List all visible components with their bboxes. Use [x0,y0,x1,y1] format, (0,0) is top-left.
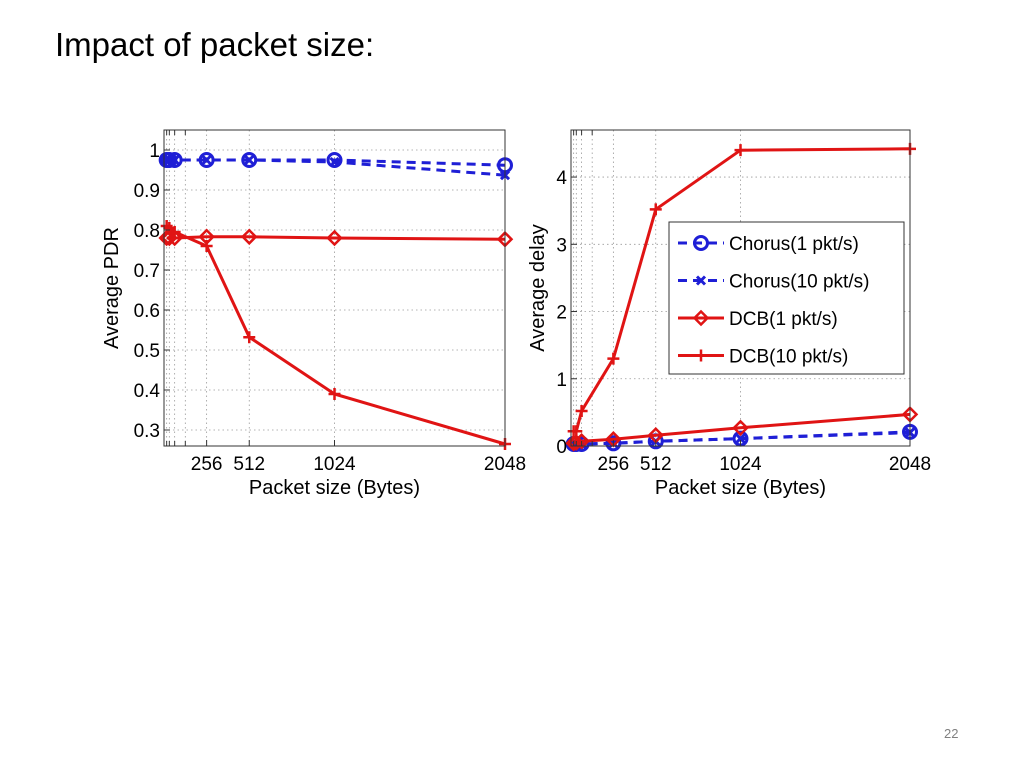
y-tick-label: 0.3 [134,421,160,442]
legend-marker [692,309,710,327]
y-tick-label: 0.6 [134,301,160,322]
y-tick-label: 0 [556,437,567,458]
data-point [326,229,343,247]
data-point [570,425,583,438]
data-point [240,228,258,246]
legend: Chorus(1 pkt/s) Chorus(10 pkt/s) DCB(1 pkt… [668,221,905,375]
data-point [243,331,256,344]
data-point [168,226,181,238]
data-point [735,433,746,444]
page-number: 22 [944,726,959,741]
data-point [575,405,588,418]
delay-chart: 256 512 1024 2048 0 1 2 3 4 Packet size (Bytes) Av… [527,129,931,499]
x-tick-label: 512 [233,454,265,475]
series-3 [160,220,511,450]
y-tick-label: 0.8 [134,221,160,242]
slide-title: Impact of packet size: [55,26,375,63]
data-point [326,152,343,168]
data-point [607,352,620,365]
x-tick-label: 2048 [889,454,931,475]
y-tick-label: 3 [556,235,567,256]
x-tick-label: 256 [191,454,223,475]
y-tick-label: 1 [149,141,160,162]
data-point [201,154,212,166]
x-tick-label: 512 [640,454,672,475]
y-tick-label: 0.4 [134,381,161,402]
x-tick-label: 1024 [719,454,762,475]
data-point [568,434,585,451]
y-tick-label: 2 [556,303,567,324]
data-point [329,156,340,168]
y-axis-label: Average delay [527,224,549,352]
data-point [169,154,180,166]
y-tick-label: 0.5 [134,341,160,362]
x-axis-label: Packet size (Bytes) [249,477,420,499]
y-tick-label: 0.7 [134,261,160,282]
data-point [565,435,582,452]
legend-label: Chorus(10 pkt/s) [729,272,869,293]
x-tick-label: 1024 [313,454,356,475]
legend-marker [693,235,709,251]
data-point [734,144,747,157]
legend-label: DCB(1 pkt/s) [729,309,838,330]
legend-marker [695,349,707,362]
y-tick-label: 0.9 [134,181,160,202]
y-tick-label: 1 [556,370,567,391]
x-axis-label: Packet size (Bytes) [655,477,826,499]
data-point [244,154,255,166]
data-point [328,388,341,400]
data-point [166,229,183,247]
legend-label: Chorus(1 pkt/s) [729,234,859,255]
x-tick-label: 256 [598,454,630,475]
data-point [649,203,662,216]
data-point [732,419,749,437]
legend-box [668,221,905,375]
y-axis-label: Average PDR [101,227,123,349]
legend-marker [695,275,707,286]
y-tick-label: 4 [556,168,567,189]
legend-label: DCB(10 pkt/s) [729,347,848,368]
data-point [200,240,213,252]
x-tick-label: 2048 [484,454,526,475]
pdr-chart: 256 512 1024 2048 0.3 0.4 0.5 0.6 0.7 0.8 0.9 1 Pack… [101,129,526,499]
data-point [573,433,590,450]
